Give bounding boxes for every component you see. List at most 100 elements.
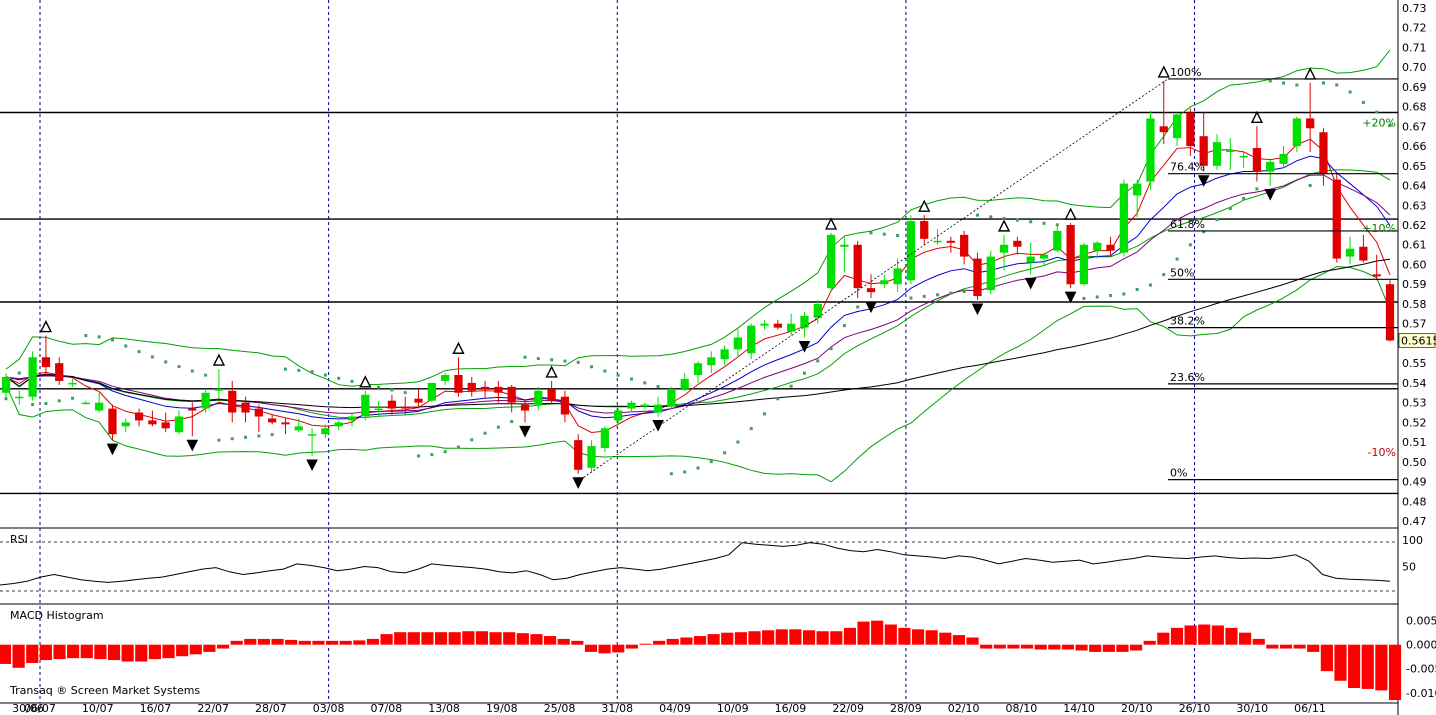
macd-bar	[407, 632, 420, 645]
candle-body	[441, 375, 450, 381]
candle-body	[108, 408, 117, 435]
macd-bar	[148, 644, 161, 660]
macd-bar	[925, 630, 938, 645]
macd-bar	[625, 644, 638, 649]
macd-bar	[1143, 640, 1156, 645]
candle-body	[1212, 142, 1222, 166]
sar-dot	[124, 344, 128, 348]
sar-dot	[1055, 223, 1059, 227]
sar-dot	[576, 360, 580, 364]
sar-dot	[590, 365, 594, 369]
sar-dot	[1308, 184, 1312, 188]
candle-body	[68, 382, 77, 385]
fractal-down-marker	[186, 439, 199, 452]
macd-bar	[216, 644, 230, 649]
macd-bar	[1075, 644, 1088, 651]
sar-dot	[1029, 220, 1033, 224]
candle-body	[1, 376, 11, 393]
y-tick-label: 0.62	[1402, 219, 1427, 232]
candle-body	[28, 357, 37, 397]
sar-dot	[1148, 283, 1152, 287]
x-tick-label: 22/07	[197, 702, 229, 715]
y-tick-label: 0.60	[1402, 258, 1427, 271]
candle-body	[134, 412, 144, 421]
x-tick-label: 25/08	[544, 702, 576, 715]
y-tick-label: 0.52	[1402, 416, 1427, 429]
macd-bar	[94, 644, 107, 660]
macd-bar	[80, 644, 93, 659]
sar-dot	[337, 376, 341, 380]
macd-bar	[1334, 644, 1347, 681]
sar-dot	[643, 381, 647, 385]
fractal-down-marker	[1024, 277, 1037, 290]
sar-dot	[629, 377, 633, 381]
parabolic-sar	[4, 79, 1392, 476]
macd-bar	[312, 640, 325, 645]
macd-bar	[1170, 627, 1184, 645]
sar-dot	[1282, 81, 1286, 85]
candle-body	[1079, 244, 1089, 285]
sar-dot	[1215, 218, 1219, 222]
candle-body	[174, 416, 184, 433]
sar-dot	[390, 388, 394, 392]
macd-bar	[1020, 644, 1034, 649]
macd-bar	[516, 633, 529, 645]
fractal-up-marker	[212, 353, 226, 366]
macd-bar	[1320, 644, 1333, 672]
x-tick-label: 03/08	[313, 702, 345, 715]
candle-body	[1093, 242, 1102, 251]
sar-dot	[962, 290, 966, 294]
sar-dot	[137, 350, 141, 354]
macd-bar	[1157, 632, 1170, 645]
macd-bar	[462, 631, 475, 645]
last-price-label: 0.5615	[1401, 334, 1436, 347]
candle-body	[600, 428, 609, 449]
sar-dot	[164, 360, 168, 364]
macd-bar	[12, 644, 25, 668]
candle-body	[534, 390, 543, 405]
macd-bar	[1048, 644, 1061, 650]
macd-bar	[911, 629, 925, 645]
sar-dot	[723, 451, 727, 455]
sar-dot	[1162, 273, 1166, 277]
macd-bar	[1266, 644, 1279, 649]
candle-body	[1186, 112, 1195, 147]
macd-bar	[952, 635, 965, 645]
macd-bar	[1102, 644, 1115, 652]
macd-bar	[1116, 644, 1129, 652]
candle-body	[520, 404, 530, 411]
sar-dot	[856, 305, 860, 309]
candle-body	[161, 422, 170, 429]
x-tick-label: 31/08	[601, 702, 633, 715]
candle-body	[1252, 148, 1262, 172]
macd-bar	[598, 644, 611, 654]
macd-bar	[789, 629, 802, 645]
sar-dot	[1002, 217, 1006, 221]
fractal-down-marker	[1264, 189, 1277, 201]
sar-dot	[829, 347, 833, 351]
support-resistance-lines	[0, 111, 1398, 495]
macd-bar	[993, 644, 1006, 649]
macd-bar	[298, 640, 311, 645]
sar-dot	[683, 470, 687, 474]
candle-body	[906, 221, 916, 281]
sar-dot	[510, 420, 514, 424]
sar-dot	[1321, 81, 1325, 85]
y-tick-label: 0.51	[1402, 436, 1427, 449]
fractal-up-marker	[997, 219, 1011, 232]
macd-bar	[53, 644, 66, 660]
candle-body	[480, 386, 490, 389]
x-tick-label: 30/06	[12, 702, 44, 715]
sar-dot	[749, 427, 753, 431]
sar-dot	[616, 373, 620, 377]
macd-bar	[530, 634, 543, 645]
fib-level-label: 100%	[1170, 66, 1201, 79]
y-tick-label: 0.69	[1402, 81, 1427, 94]
candle-body	[627, 402, 636, 409]
candle-body	[1266, 161, 1275, 172]
candle-body	[1345, 248, 1355, 257]
macd-bar	[1061, 644, 1075, 650]
fibonacci-levels: 100% 76.4% 61.8% 50% 38.2% 23.6% 0% +20% +10% -10…	[580, 66, 1398, 481]
sar-dot	[1202, 230, 1206, 234]
